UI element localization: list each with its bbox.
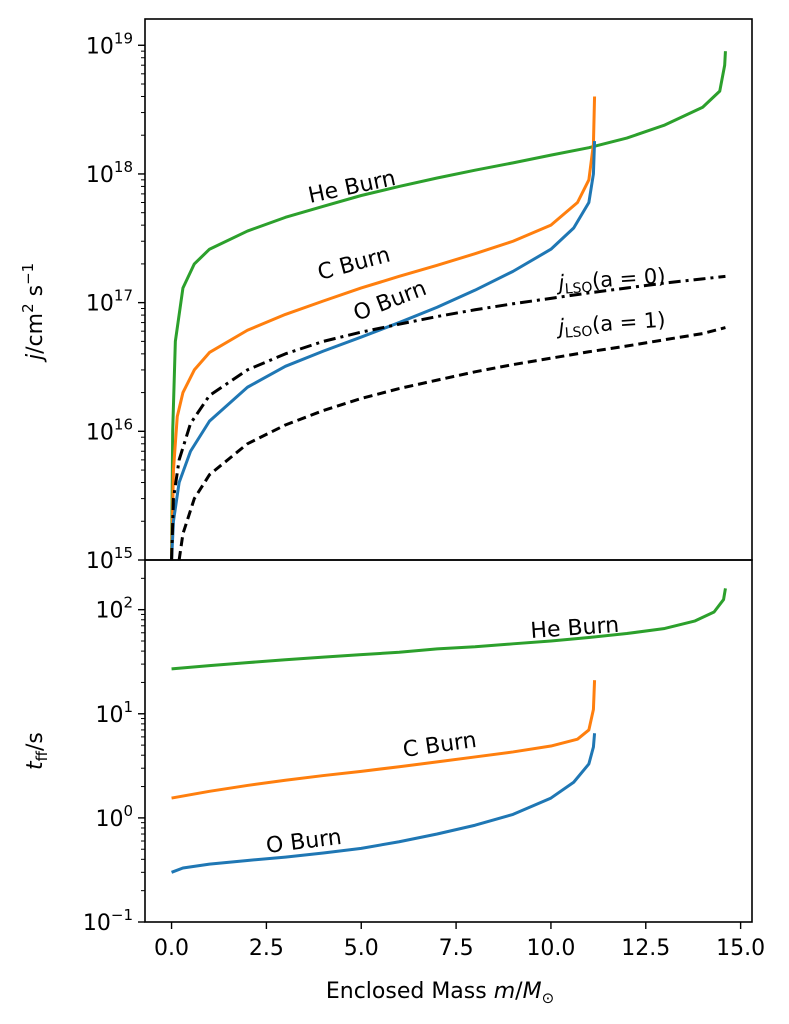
top-panel: 1015 1016 1017 1018 1019 He Burn C Burn O Bu… bbox=[19, 18, 753, 574]
bottom-panel: 10−1 100 101 102 0.0 2.5 5.0 7.5 10.0 12.5 15.0 H… bbox=[23, 559, 765, 1007]
label-he-top: He Burn bbox=[306, 166, 398, 209]
top-y-tick-label: 1015 bbox=[86, 544, 133, 574]
x-tick-label: 15.0 bbox=[716, 936, 765, 961]
lso0-rest: (a = 0) bbox=[591, 264, 666, 293]
lso1-sub: LSO bbox=[564, 324, 593, 342]
label-o-bottom: O Burn bbox=[265, 825, 343, 859]
top-series-c bbox=[170, 96, 597, 560]
label-o-top: O Burn bbox=[350, 276, 430, 327]
xlabel-slash: / bbox=[515, 979, 523, 1004]
x-tick-label: 10.0 bbox=[526, 936, 575, 961]
bottom-series-c bbox=[171, 680, 597, 800]
ylabel-t: t bbox=[23, 760, 48, 770]
top-series-lines bbox=[170, 51, 727, 560]
bottom-series-lines bbox=[171, 588, 727, 874]
bottom-x-ticks: 0.0 2.5 5.0 7.5 10.0 12.5 15.0 bbox=[154, 922, 765, 961]
bottom-y-tick-label: 100 bbox=[95, 802, 133, 832]
top-series-o bbox=[170, 141, 597, 560]
ylabel-ff: ff bbox=[33, 750, 51, 761]
label-lso0: jLSO(a = 0) bbox=[555, 264, 667, 299]
bottom-series-he bbox=[171, 588, 727, 671]
label-c-top: C Burn bbox=[315, 242, 393, 285]
x-tick-label: 0.0 bbox=[154, 936, 189, 961]
ylabel-s-unit: /s bbox=[23, 732, 48, 751]
label-lso1: jLSO(a = 1) bbox=[555, 308, 667, 343]
bottom-series-labels: He Burn C Burn O Burn bbox=[265, 613, 620, 859]
bottom-y-tick-label: 102 bbox=[95, 594, 133, 624]
lso0-sub: LSO bbox=[564, 280, 593, 298]
x-axis-label: Enclosed Mass m/M⊙ bbox=[326, 979, 554, 1007]
ylabel-j: j bbox=[23, 353, 48, 363]
label-he-bottom: He Burn bbox=[530, 613, 620, 644]
bottom-series-o bbox=[171, 733, 597, 874]
lso1-j: j bbox=[555, 315, 566, 340]
ylabel-cm: /cm bbox=[23, 313, 48, 354]
top-y-tick-label: 1016 bbox=[86, 415, 133, 445]
ylabel-expm1: −1 bbox=[19, 263, 37, 285]
top-y-tick-label: 1018 bbox=[86, 158, 133, 188]
lso1-rest: (a = 1) bbox=[591, 308, 666, 337]
x-tick-label: 7.5 bbox=[439, 936, 474, 961]
top-series-labels: He Burn C Burn O Burn jLSO(a = 0) jLSO(a… bbox=[306, 166, 666, 342]
x-tick-label: 5.0 bbox=[344, 936, 379, 961]
x-tick-label: 12.5 bbox=[621, 936, 670, 961]
top-axes-frame bbox=[144, 18, 753, 561]
bottom-axes-frame bbox=[144, 559, 753, 923]
xlabel-m: m bbox=[494, 979, 515, 1004]
xlabel-text: Enclosed Mass bbox=[326, 979, 494, 1004]
top-series-he bbox=[170, 51, 727, 560]
top-y-tick-label: 1019 bbox=[86, 29, 133, 59]
top-series-lso1 bbox=[177, 326, 726, 560]
top-y-ticks: 1015 1016 1017 1018 1019 bbox=[86, 29, 145, 574]
bottom-y-tick-label: 101 bbox=[95, 698, 133, 728]
bottom-y-tick-label: 10−1 bbox=[83, 906, 133, 936]
ylabel-s: s bbox=[23, 285, 48, 303]
xlabel-sun: ⊙ bbox=[542, 989, 555, 1007]
top-series-lso0 bbox=[170, 274, 726, 560]
bottom-y-ticks: 10−1 100 101 102 bbox=[83, 577, 145, 936]
top-y-tick-label: 1017 bbox=[86, 287, 133, 317]
x-tick-label: 2.5 bbox=[249, 936, 284, 961]
top-y-axis-label: j/cm2 s−1 bbox=[19, 263, 48, 363]
ylabel-exp2: 2 bbox=[19, 303, 37, 313]
lso0-j: j bbox=[555, 271, 566, 296]
xlabel-M: M bbox=[523, 979, 542, 1004]
bottom-y-axis-label: tff/s bbox=[23, 732, 51, 770]
